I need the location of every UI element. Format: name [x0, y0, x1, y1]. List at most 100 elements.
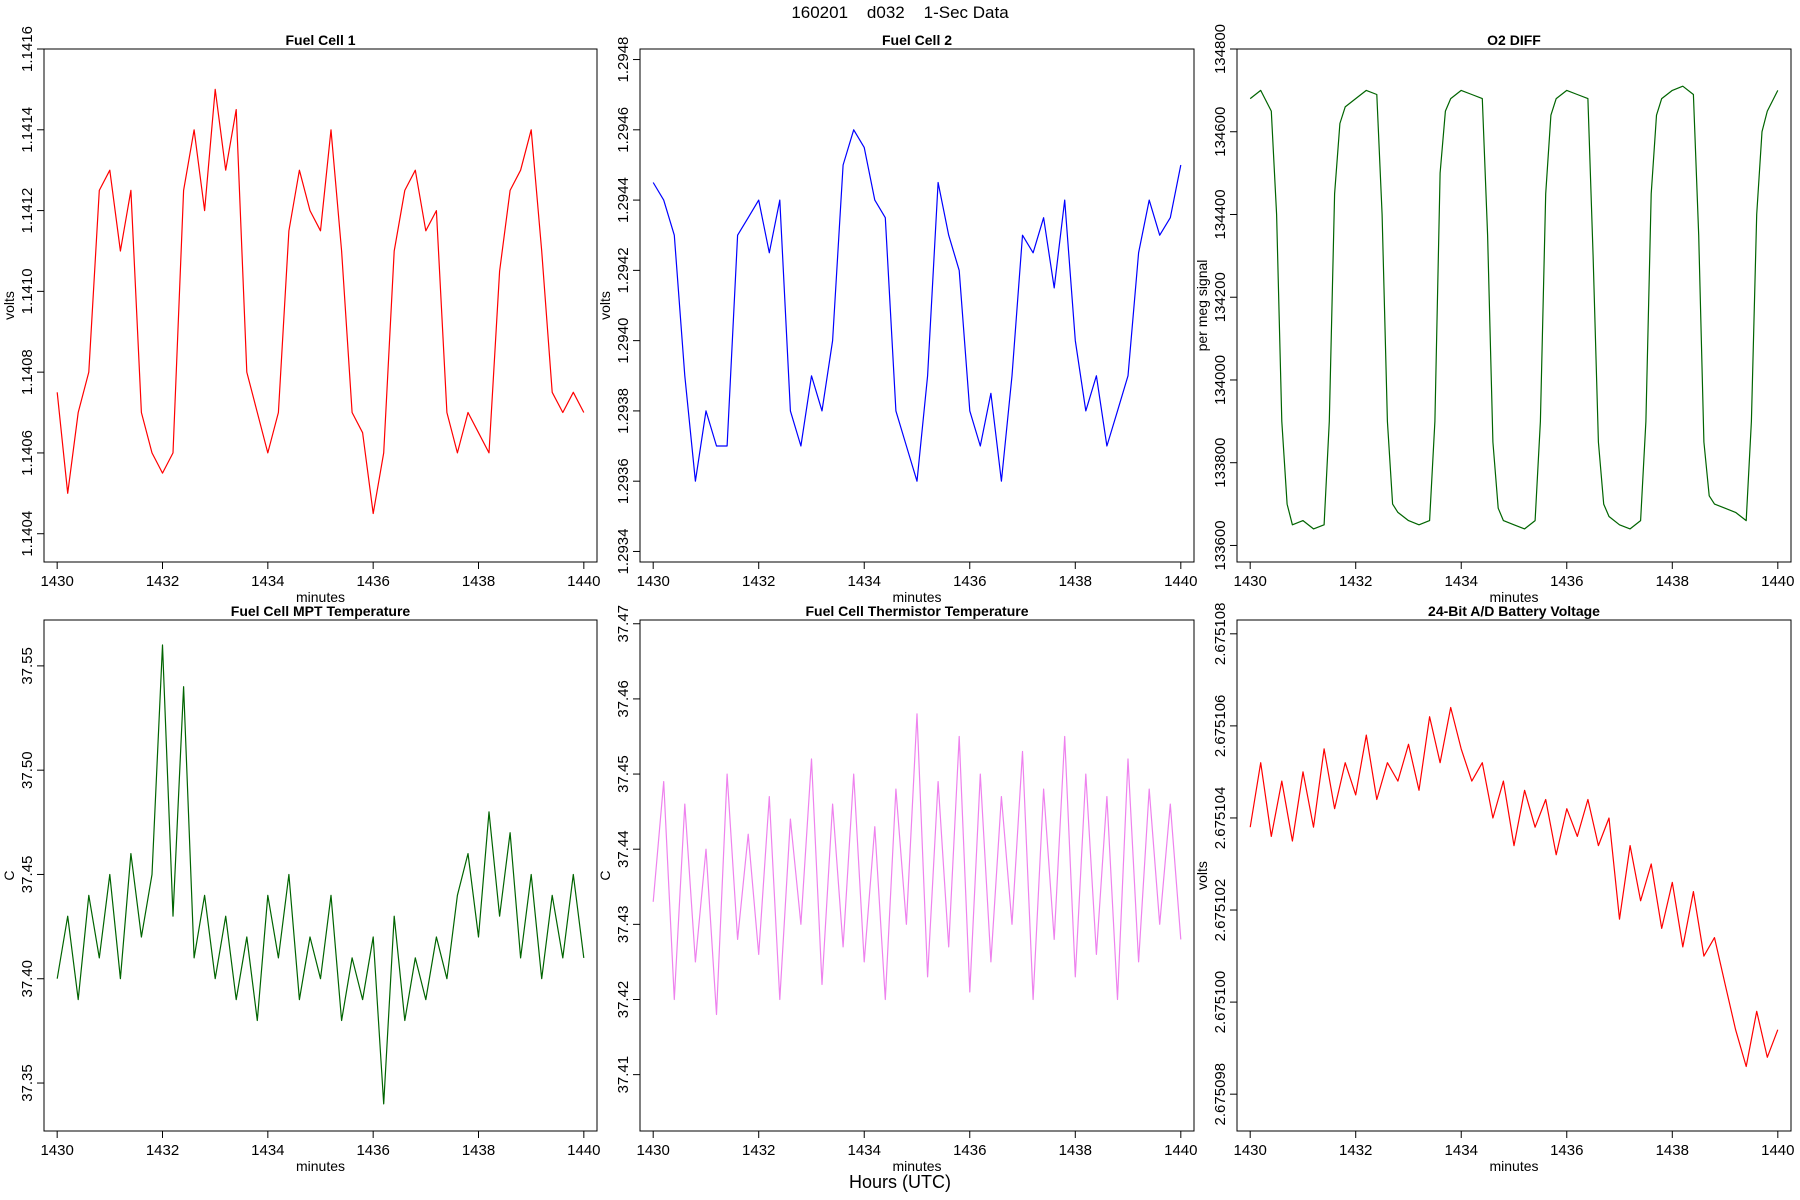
series-line-fuel-cell-thermistor-temperature — [652, 713, 1182, 1016]
y-tick-label: 1.2942 — [615, 247, 632, 293]
panel-title: Fuel Cell Thermistor Temperature — [805, 603, 1028, 619]
y-axis-label: C — [597, 870, 613, 880]
y-tick-label: 37.41 — [615, 1056, 632, 1094]
y-tick-label: 1.1410 — [19, 268, 36, 314]
x-tick-label: 1434 — [848, 573, 881, 590]
y-tick-label: 133600 — [1212, 520, 1229, 570]
x-tick-label: 1434 — [1445, 573, 1478, 590]
x-tick-label: 1436 — [953, 573, 986, 590]
x-tick-label: 1438 — [1059, 573, 1092, 590]
y-tick-label: 37.45 — [615, 755, 632, 793]
plot-frame — [43, 48, 598, 563]
panel-title: Fuel Cell 2 — [882, 32, 952, 48]
x-tick-label: 1440 — [1164, 1142, 1197, 1159]
x-tick-label: 1440 — [1761, 573, 1794, 590]
x-axis-label: minutes — [892, 589, 941, 605]
x-tick-label: 1430 — [40, 1142, 73, 1159]
plot-frame — [639, 619, 1195, 1132]
y-tick-label: 2.675100 — [1212, 971, 1229, 1034]
y-tick-label: 37.40 — [19, 960, 36, 998]
panel-grid: Fuel Cell 1 1430 1432 1434 1436 1438 1440 minut… — [1, 24, 1794, 1174]
y-tick-label: 1.1404 — [19, 511, 36, 557]
y-tick-label: 37.43 — [615, 906, 632, 944]
y-tick-label: 1.1412 — [19, 188, 36, 234]
figure-title: 160201 d032 1-Sec Data — [791, 3, 1009, 22]
panel-title: Fuel Cell MPT Temperature — [231, 603, 411, 619]
y-tick-label: 2.675102 — [1212, 879, 1229, 942]
x-tick-label: 1434 — [848, 1142, 881, 1159]
x-tick-label: 1434 — [251, 573, 284, 590]
x-tick-label: 1438 — [462, 1142, 495, 1159]
y-tick-label: 37.44 — [615, 830, 632, 868]
y-tick-label: 1.2940 — [615, 318, 632, 364]
y-tick-label: 37.45 — [19, 856, 36, 894]
y-tick-label: 134000 — [1212, 355, 1229, 405]
x-axis-label: minutes — [296, 589, 345, 605]
x-tick-label: 1440 — [1164, 573, 1197, 590]
y-tick-label: 134400 — [1212, 189, 1229, 239]
x-tick-label: 1436 — [953, 1142, 986, 1159]
panel-fuel-cell-thermistor-temperature: Fuel Cell Thermistor Temperature 1430 1432… — [597, 603, 1197, 1174]
series-line-fuel-cell-2 — [652, 129, 1182, 482]
series-line-o2-diff — [1249, 85, 1779, 530]
panel-fuel-cell-1: Fuel Cell 1 1430 1432 1434 1436 1438 1440 minut… — [1, 26, 601, 605]
series-line-fuel-cell-1 — [56, 88, 585, 515]
y-axis-label: volts — [1194, 861, 1210, 890]
y-tick-label: 37.50 — [19, 751, 36, 789]
panel-fuel-cell-mpt-temperature: Fuel Cell MPT Temperature 1430 1432 1434 143… — [1, 603, 601, 1174]
y-tick-label: 37.35 — [19, 1064, 36, 1102]
x-tick-label: 1432 — [146, 1142, 179, 1159]
x-tick-label: 1440 — [567, 1142, 600, 1159]
y-axis-label: C — [1, 870, 17, 880]
x-tick-label: 1440 — [1761, 1142, 1794, 1159]
panel-o2-diff: O2 DIFF 1430 1432 1434 1436 1438 1440 minutes 13… — [1194, 24, 1794, 605]
figure-x-caption: Hours (UTC) — [849, 1172, 951, 1192]
x-tick-label: 1436 — [356, 1142, 389, 1159]
x-tick-label: 1438 — [1656, 1142, 1689, 1159]
x-tick-label: 1440 — [567, 573, 600, 590]
panel-title: Fuel Cell 1 — [285, 32, 355, 48]
series-line-24-bit-a-d-battery-voltage — [1249, 706, 1779, 1068]
y-tick-label: 1.1416 — [19, 26, 36, 72]
y-tick-label: 2.675104 — [1212, 787, 1229, 850]
y-tick-label: 1.1414 — [19, 107, 36, 153]
y-tick-label: 1.2938 — [615, 388, 632, 434]
y-tick-label: 2.675108 — [1212, 603, 1229, 666]
plot-frame — [1236, 48, 1792, 563]
x-axis-label: minutes — [1489, 589, 1538, 605]
y-tick-label: 1.2946 — [615, 107, 632, 153]
panel-title: 24-Bit A/D Battery Voltage — [1428, 603, 1600, 619]
plot-frame — [43, 619, 598, 1132]
y-axis-label: volts — [1, 291, 17, 320]
x-tick-label: 1432 — [1339, 573, 1372, 590]
y-tick-label: 1.1406 — [19, 430, 36, 476]
x-tick-label: 1436 — [1550, 1142, 1583, 1159]
x-tick-label: 1430 — [637, 1142, 670, 1159]
y-tick-label: 37.55 — [19, 647, 36, 685]
x-tick-label: 1438 — [1059, 1142, 1092, 1159]
series-line-fuel-cell-mpt-temperature — [56, 644, 585, 1105]
x-tick-label: 1432 — [742, 573, 775, 590]
x-tick-label: 1436 — [1550, 573, 1583, 590]
x-tick-label: 1436 — [356, 573, 389, 590]
x-tick-label: 1430 — [1234, 1142, 1267, 1159]
y-tick-label: 1.1408 — [19, 349, 36, 395]
x-axis-label: minutes — [1489, 1158, 1538, 1174]
x-tick-label: 1432 — [146, 573, 179, 590]
y-tick-label: 2.675106 — [1212, 695, 1229, 758]
x-tick-label: 1430 — [40, 573, 73, 590]
x-tick-label: 1434 — [251, 1142, 284, 1159]
y-tick-label: 37.42 — [615, 981, 632, 1019]
y-tick-label: 37.47 — [615, 605, 632, 643]
x-axis-label: minutes — [296, 1158, 345, 1174]
y-tick-label: 134600 — [1212, 107, 1229, 157]
y-tick-label: 134200 — [1212, 272, 1229, 322]
panel-title: O2 DIFF — [1487, 32, 1541, 48]
y-tick-label: 1.2934 — [615, 529, 632, 575]
y-tick-label: 134800 — [1212, 24, 1229, 74]
x-axis-label: minutes — [892, 1158, 941, 1174]
y-axis-label: per meg signal — [1194, 260, 1210, 352]
x-tick-label: 1432 — [1339, 1142, 1372, 1159]
y-tick-label: 2.675098 — [1212, 1063, 1229, 1126]
